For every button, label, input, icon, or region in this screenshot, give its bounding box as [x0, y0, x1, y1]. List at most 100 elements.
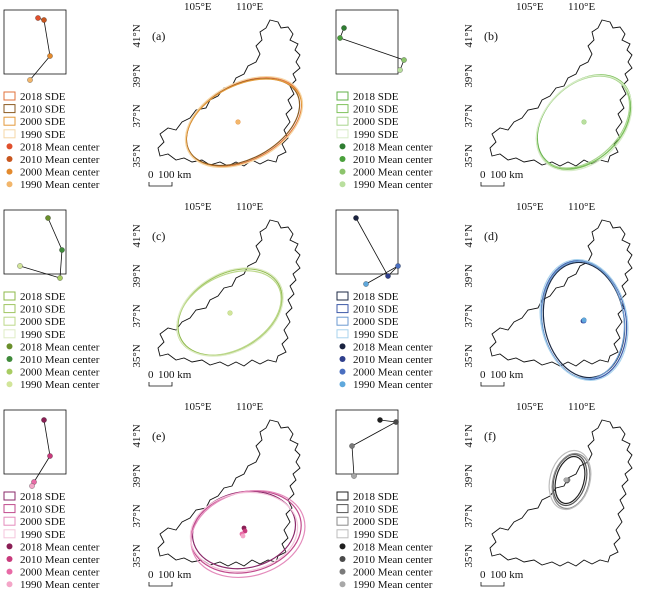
legend-swatch-sde [336, 116, 349, 126]
lat-tick-label: 41°N [463, 424, 475, 447]
legend-swatch-center [6, 343, 13, 350]
province-outline [489, 219, 633, 367]
inset-frame [3, 209, 67, 275]
legend-swatch-center [6, 581, 13, 588]
map: 105°E 110°E 41°N 39°N 37°N 35°N (c) 0 100 km [131, 201, 301, 387]
legend-swatch-center [339, 168, 346, 175]
lat-tick-label: 35°N [131, 544, 143, 567]
mean-center [563, 477, 569, 483]
mean-center [235, 119, 241, 125]
trajectory-line [351, 419, 398, 477]
legend-label: 2000 SDE [353, 116, 399, 128]
trajectory-point [341, 25, 347, 31]
legend-swatch-sde [3, 491, 16, 501]
mean-center [581, 119, 587, 125]
scale-zero: 0 [148, 569, 154, 581]
legend-swatch-center [339, 143, 346, 150]
trajectory-point [353, 215, 359, 221]
lat-tick-label: 41°N [131, 24, 143, 47]
legend-swatch-sde [3, 516, 16, 526]
scale-bar: 0 100 km [148, 369, 192, 387]
sde-ellipse [548, 449, 592, 511]
trajectory-point [59, 247, 65, 253]
lat-tick-label: 39°N [131, 64, 143, 87]
lon-tick-label: 105°E [516, 1, 544, 13]
legend-swatch-sde [3, 104, 16, 114]
legend-label: 2000 Mean center [353, 167, 433, 179]
legend-swatch-center [339, 543, 346, 550]
sde-ellipse [176, 267, 284, 357]
lon-tick-label: 105°E [184, 1, 212, 13]
inset-frame [335, 9, 399, 75]
scale-bar: 0 100 km [148, 569, 192, 587]
map: 105°E 110°E 41°N 39°N 37°N 35°N (d) 0 100 km [463, 201, 633, 387]
scale-line [480, 582, 505, 587]
legend-swatch-sde [3, 116, 16, 126]
legend-swatch-sde [3, 316, 16, 326]
scale-label: 100 km [158, 169, 192, 181]
sde-ellipse [184, 76, 304, 168]
scale-label: 100 km [490, 369, 524, 381]
legend-label: 2018 Mean center [20, 141, 100, 153]
panel-label: (a) [152, 29, 165, 43]
inset-frame [335, 209, 399, 275]
scale-label: 100 km [490, 569, 524, 581]
panel-label: (c) [152, 229, 165, 243]
trajectory-point [337, 35, 343, 41]
lat-tick-label: 35°N [131, 144, 143, 167]
legend-label: 2018 SDE [353, 491, 399, 503]
lat-tick-label: 37°N [463, 304, 475, 327]
legend-label: 2000 SDE [20, 516, 66, 528]
legend-label: 1990 Mean center [20, 179, 100, 191]
legend-label: 2010 Mean center [20, 554, 100, 566]
trajectory-point [349, 443, 355, 449]
legend-swatch-sde [336, 504, 349, 514]
mean-center [242, 528, 248, 534]
lat-tick-label: 39°N [131, 464, 143, 487]
lat-tick-label: 41°N [463, 24, 475, 47]
legend-swatch-center [339, 381, 346, 388]
legend-swatch-center [6, 381, 13, 388]
legend-label: 2018 Mean center [353, 341, 433, 353]
lon-tick-label: 110°E [236, 401, 263, 413]
scale-label: 100 km [490, 169, 524, 181]
lon-tick-label: 105°E [516, 401, 544, 413]
lon-tick-label: 110°E [568, 201, 595, 213]
scale-line [148, 582, 173, 587]
legend-swatch-sde [336, 129, 349, 139]
legend-swatch-sde [336, 516, 349, 526]
legend-swatch-sde [3, 304, 16, 314]
legend-swatch-center [6, 568, 13, 575]
legend-swatch-center [6, 543, 13, 550]
province-outline [489, 19, 633, 167]
map: 105°E 110°E 41°N 39°N 37°N 35°N (b) 0 100 km [463, 1, 633, 187]
lat-tick-label: 39°N [463, 464, 475, 487]
legend-label: 2010 SDE [353, 104, 399, 116]
lon-tick-label: 105°E [184, 201, 212, 213]
legend-swatch-sde [336, 529, 349, 539]
legend-swatch-center [6, 156, 13, 162]
lat-tick-label: 35°N [463, 144, 475, 167]
trajectory-point [397, 67, 403, 73]
lat-tick-label: 41°N [463, 224, 475, 247]
scale-zero: 0 [480, 169, 486, 181]
legend-label: 2018 SDE [20, 91, 66, 103]
legend-swatch-sde [3, 504, 16, 514]
trajectory-point [27, 77, 33, 83]
trajectory-line [19, 217, 63, 279]
legend-swatch-center [339, 556, 346, 562]
sde-ellipse [189, 491, 299, 573]
legend-label: 2018 Mean center [20, 541, 100, 553]
trajectory-point [385, 273, 391, 279]
trajectory-inset [3, 209, 67, 281]
legend-swatch-sde [336, 104, 349, 114]
scale-bar: 0 100 km [148, 169, 192, 187]
